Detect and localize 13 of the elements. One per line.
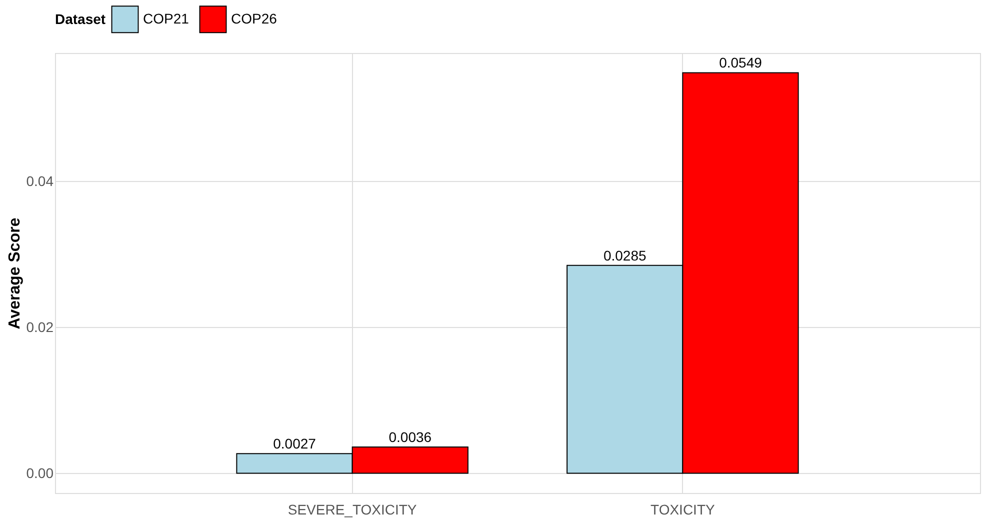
data-label: 0.0036 <box>388 429 432 446</box>
y-tick-label: 0.02 <box>26 318 54 335</box>
legend-label: COP21 <box>143 10 190 26</box>
legend-label: COP26 <box>231 10 278 26</box>
x-tick-label: TOXICITY <box>650 502 716 518</box>
data-label: 0.0285 <box>603 247 646 264</box>
legend-title: Dataset <box>55 11 106 27</box>
y-axis-title: Average Score <box>6 218 24 330</box>
data-label: 0.0027 <box>273 436 316 452</box>
y-tick-label: 0.04 <box>26 172 54 189</box>
data-label: 0.0549 <box>719 54 762 71</box>
x-tick-label: SEVERE_TOXICITY <box>288 502 418 518</box>
y-tick-label: 0.00 <box>26 464 54 481</box>
